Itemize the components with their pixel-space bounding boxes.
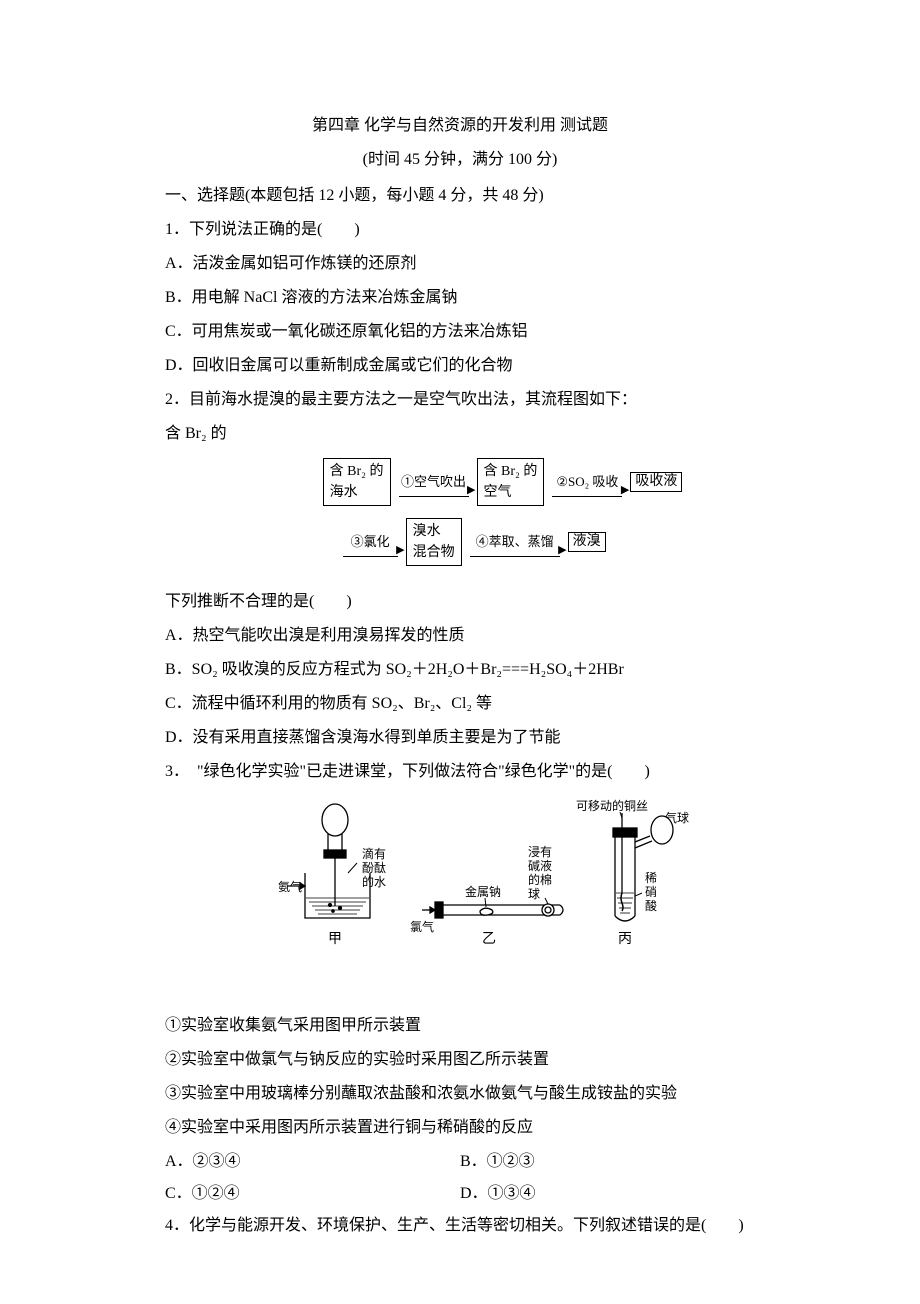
apparatus-jia	[288, 804, 370, 918]
q4-stem: 4．化学与能源开发、环境保护、生产、生活等密切相关。下列叙述错误的是( )	[165, 1210, 755, 1242]
q3-option-d: D．①③④	[460, 1178, 755, 1210]
q3-item-1: ①实验室收集氨气采用图甲所示装置	[165, 1010, 755, 1042]
arrowhead-icon: ▶	[467, 479, 475, 501]
q2-pre-line: 含 Br₂ 的	[165, 418, 755, 450]
page-subtitle: (时间 45 分钟，满分 100 分)	[165, 144, 755, 176]
q3-apparatus-diagram: 氨气 滴有 酚酞 的水 甲 金属钠 氯气 浸有 碱液 的棉 球	[165, 798, 755, 1000]
label-balloon: 气球	[665, 810, 689, 825]
flow-box-seawater-l2: 海水	[330, 482, 384, 503]
q1-option-a: A．活泼金属如铝可作炼镁的还原剂	[165, 248, 755, 280]
label-acid-2: 硝	[645, 885, 657, 899]
label-phenol-1: 滴有	[362, 846, 386, 861]
flow-row-2: ③氯化▶ 溴水 混合物 ④萃取、蒸馏▶ 液溴	[343, 518, 683, 566]
q2-option-a: A．热空气能吹出溴是利用溴易挥发的性质	[165, 620, 755, 652]
flow-box-seawater: 含 Br₂ 的 海水	[323, 458, 391, 506]
section-1-header: 一、选择题(本题包括 12 小题，每小题 4 分，共 48 分)	[165, 180, 755, 212]
q2-after: 下列推断不合理的是( )	[165, 586, 755, 618]
flow-arrow-3-label: ③氯化	[351, 534, 390, 549]
q3-stem: 3． "绿色化学实验"已走进课堂，下列做法符合"绿色化学"的是( )	[165, 756, 755, 788]
label-cotton-2: 碱液	[528, 858, 552, 873]
q3-item-4: ④实验室中采用图丙所示装置进行铜与稀硝酸的反应	[165, 1112, 755, 1144]
q3-item-2: ②实验室中做氯气与钠反应的实验时采用图乙所示装置	[165, 1044, 755, 1076]
caption-bing: 丙	[618, 932, 632, 947]
apparatus-svg: 氨气 滴有 酚酞 的水 甲 金属钠 氯气 浸有 碱液 的棉 球	[270, 798, 690, 988]
flow-arrow-4: ④萃取、蒸馏▶	[470, 529, 560, 555]
flow-box-air-l1: 含 Br₂ 的	[484, 461, 538, 482]
apparatus-yi	[422, 902, 563, 918]
flow-box-air: 含 Br₂ 的 空气	[477, 458, 545, 506]
arrowhead-icon: ▶	[396, 539, 404, 561]
q3-option-a: A．②③④	[165, 1146, 460, 1178]
label-chlorine: 氯气	[410, 919, 434, 934]
caption-yi: 乙	[482, 931, 496, 947]
q2-flow-diagram: 含 Br₂ 的 海水 ①空气吹出▶ 含 Br₂ 的 空气 ②SO₂ 吸收▶ 吸收…	[165, 458, 755, 578]
flow-box-seawater-l1: 含 Br₂ 的	[330, 461, 384, 482]
flow-box-mixture: 溴水 混合物	[406, 518, 462, 566]
label-cotton-4: 球	[528, 887, 540, 901]
apparatus-bing	[613, 813, 673, 921]
flow-arrow-3: ③氯化▶	[343, 529, 398, 555]
arrowhead-icon: ▶	[621, 479, 629, 501]
label-phenol-3: 的水	[362, 874, 386, 889]
flow-arrow-2: ②SO₂ 吸收▶	[552, 469, 622, 495]
label-sodium: 金属钠	[465, 884, 501, 899]
flow-box-bromine: 液溴	[568, 532, 606, 552]
q2-stem: 2．目前海水提溴的最主要方法之一是空气吹出法，其流程图如下：	[165, 384, 755, 416]
flow-arrow-1: ①空气吹出▶	[399, 469, 469, 495]
flow-box-air-l2: 空气	[484, 482, 538, 503]
flow-box-mixture-l2: 混合物	[413, 542, 455, 563]
label-phenol-2: 酚酞	[362, 860, 386, 875]
flow-box-absorb: 吸收液	[630, 472, 682, 492]
flow-row-1: 含 Br₂ 的 海水 ①空气吹出▶ 含 Br₂ 的 空气 ②SO₂ 吸收▶ 吸收…	[323, 458, 683, 506]
q3-option-b: B．①②③	[460, 1146, 755, 1178]
q1-stem: 1．下列说法正确的是( )	[165, 214, 755, 246]
flow-arrow-1-label: ①空气吹出	[401, 474, 466, 489]
q3-item-3: ③实验室中用玻璃棒分别蘸取浓盐酸和浓氨水做氨气与酸生成铵盐的实验	[165, 1078, 755, 1110]
q3-option-c: C．①②④	[165, 1178, 460, 1210]
label-acid-1: 稀	[645, 871, 657, 885]
q2-option-c: C．流程中循环利用的物质有 SO₂、Br₂、Cl₂ 等	[165, 688, 755, 720]
q1-option-c: C．可用焦炭或一氧化碳还原氧化铝的方法来冶炼铝	[165, 316, 755, 348]
q1-option-b: B．用电解 NaCl 溶液的方法来冶炼金属钠	[165, 282, 755, 314]
flow-arrow-4-label: ④萃取、蒸馏	[476, 534, 554, 549]
label-cotton-1: 浸有	[528, 845, 552, 859]
arrowhead-icon: ▶	[558, 539, 566, 561]
label-acid-3: 酸	[645, 898, 657, 913]
q1-option-d: D．回收旧金属可以重新制成金属或它们的化合物	[165, 350, 755, 382]
label-cotton-3: 的棉	[528, 872, 552, 887]
flow-box-mixture-l1: 溴水	[413, 521, 455, 542]
q2-option-d: D．没有采用直接蒸馏含溴海水得到单质主要是为了节能	[165, 722, 755, 754]
label-ammonia: 氨气	[278, 879, 302, 894]
flow-arrow-2-label: ②SO₂ 吸收	[556, 474, 618, 489]
page-title: 第四章 化学与自然资源的开发利用 测试题	[165, 110, 755, 142]
caption-jia: 甲	[328, 932, 342, 947]
q2-option-b: B．SO₂ 吸收溴的反应方程式为 SO₂＋2H₂O＋Br₂===H₂SO₄＋2H…	[165, 654, 755, 686]
label-copper-wire: 可移动的铜丝	[576, 798, 648, 813]
